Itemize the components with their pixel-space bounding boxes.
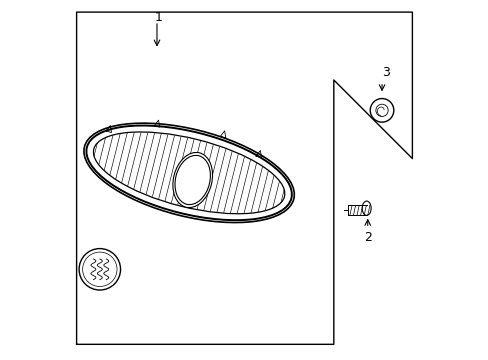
Ellipse shape xyxy=(173,152,212,208)
Text: 2: 2 xyxy=(363,231,371,244)
Ellipse shape xyxy=(84,123,294,222)
Circle shape xyxy=(369,99,393,122)
Text: 1: 1 xyxy=(155,11,163,24)
Text: 3: 3 xyxy=(381,66,389,79)
Ellipse shape xyxy=(362,201,370,215)
Ellipse shape xyxy=(175,156,210,204)
Circle shape xyxy=(79,249,121,290)
